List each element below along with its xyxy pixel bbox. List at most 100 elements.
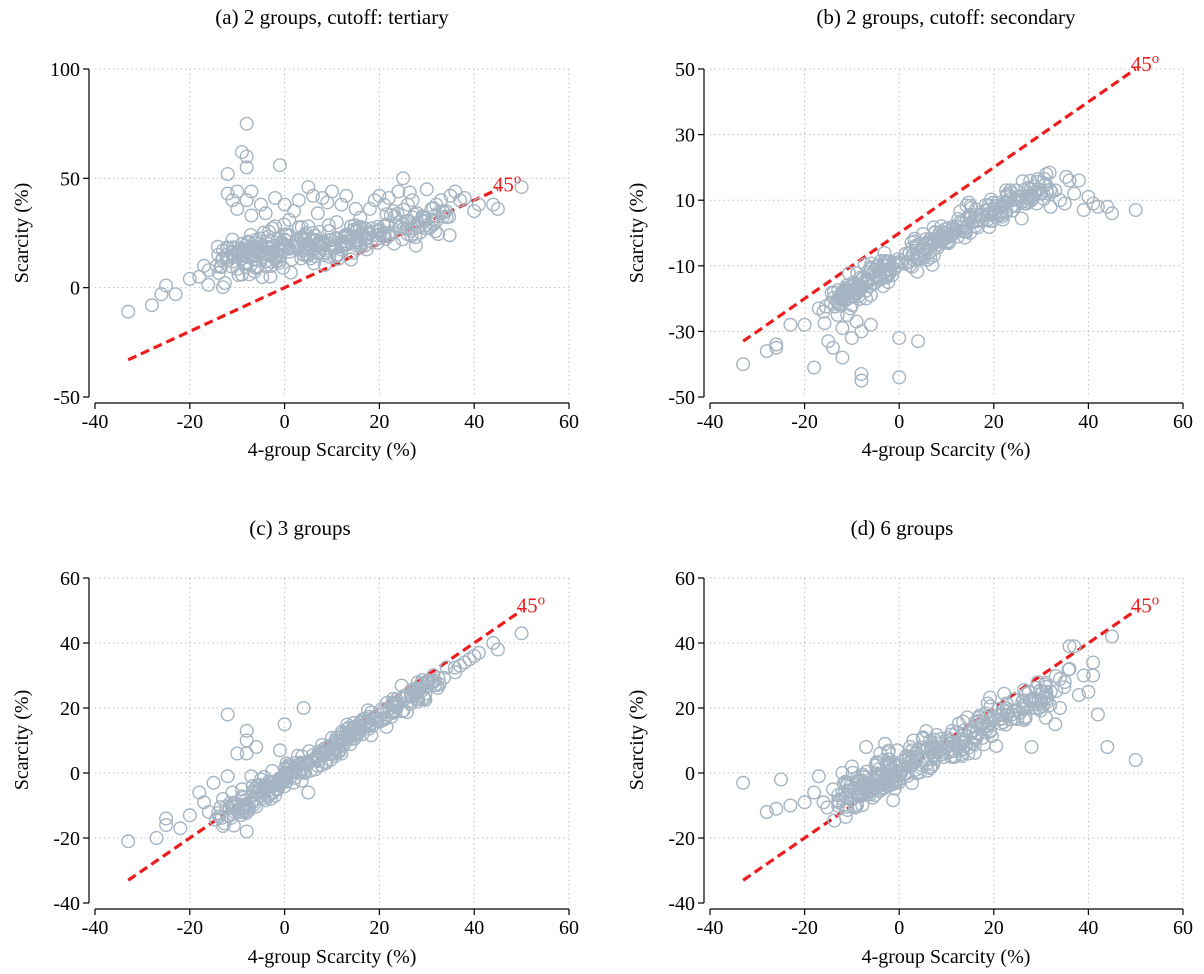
data-point <box>239 824 254 839</box>
data-point <box>966 723 981 738</box>
data-point <box>457 190 472 205</box>
data-point <box>334 242 349 257</box>
x-tick-label: 0 <box>280 917 290 939</box>
data-point <box>1033 703 1048 718</box>
data-point <box>211 266 226 281</box>
data-point <box>854 324 869 339</box>
data-point <box>1030 675 1045 690</box>
data-point <box>267 250 282 265</box>
data-point <box>220 769 235 784</box>
x-axis-title: 4-group Scarcity (%) <box>862 439 1031 461</box>
panel-d: (d) 6 groups 45o -40 -20 0 20 40 60 -40 -20 0 20 4… <box>626 516 1193 968</box>
y-tick-label: 0 <box>70 763 80 785</box>
data-point <box>1086 668 1101 683</box>
scatter-points <box>121 626 529 849</box>
reference-line-label-value: 45 <box>517 594 538 618</box>
data-point <box>880 254 895 269</box>
data-point <box>1104 206 1119 221</box>
x-tick-label: 60 <box>1173 917 1193 939</box>
data-point <box>225 232 240 247</box>
data-point <box>220 707 235 722</box>
y-tick-label: 0 <box>685 763 695 785</box>
data-point <box>851 289 866 304</box>
data-point <box>964 201 979 216</box>
x-tick-label: -40 <box>697 917 724 939</box>
data-point <box>1071 688 1086 703</box>
x-tick-label: -20 <box>176 411 203 433</box>
data-point <box>362 201 377 216</box>
data-point <box>1062 639 1077 654</box>
data-point <box>854 367 869 382</box>
data-point <box>1128 753 1143 768</box>
data-point <box>1014 211 1029 226</box>
data-point <box>239 256 254 271</box>
x-tick-label: 20 <box>984 917 1004 939</box>
data-point <box>993 716 1008 731</box>
data-point <box>230 184 245 199</box>
data-point <box>514 180 529 195</box>
x-tick-label: 60 <box>559 917 579 939</box>
x-tick-label: -40 <box>82 411 109 433</box>
data-point <box>907 252 922 267</box>
data-point <box>1076 202 1091 217</box>
data-point <box>257 769 272 784</box>
data-point <box>224 259 239 274</box>
y-tick-label: 10 <box>675 190 695 212</box>
data-point <box>831 290 846 305</box>
data-point <box>239 733 254 748</box>
data-point <box>985 195 1000 210</box>
x-tick-label: 40 <box>1078 411 1098 433</box>
data-point <box>833 298 848 313</box>
data-point <box>144 298 159 313</box>
data-point <box>859 740 874 755</box>
data-point <box>471 645 486 660</box>
axes: -40 -20 0 20 40 60 -50 -30 -10 10 30 50 <box>668 59 1193 433</box>
data-point <box>253 197 268 212</box>
data-point <box>323 753 338 768</box>
data-point <box>427 673 442 688</box>
data-point <box>863 317 878 332</box>
data-point <box>331 251 346 266</box>
data-point <box>817 316 832 331</box>
data-point <box>1039 684 1054 699</box>
data-point <box>331 734 346 749</box>
data-point <box>783 798 798 813</box>
x-tick-label: 40 <box>464 917 484 939</box>
data-point <box>907 231 922 246</box>
data-point <box>418 692 433 707</box>
y-axis-title: Scarcity (%) <box>11 690 33 791</box>
data-point <box>272 158 287 173</box>
data-point <box>359 714 374 729</box>
data-point <box>375 704 390 719</box>
data-point <box>881 743 896 758</box>
data-point <box>213 800 228 815</box>
data-point <box>239 723 254 738</box>
data-point <box>251 244 266 259</box>
data-point <box>875 781 890 796</box>
y-tick-label: -10 <box>668 256 695 278</box>
x-axis-title: 4-group Scarcity (%) <box>862 946 1031 968</box>
data-point <box>983 699 998 714</box>
data-point <box>889 258 904 273</box>
data-point <box>214 252 229 267</box>
panel-b: (b) 2 groups, cutoff: secondary 45o -40-… <box>626 5 1193 461</box>
reference-line-label: 45o <box>1131 593 1160 618</box>
y-axis-title: Scarcity (%) <box>11 183 33 284</box>
data-point <box>909 766 924 781</box>
data-point <box>222 808 237 823</box>
data-point <box>849 314 864 329</box>
data-point <box>926 248 941 263</box>
data-point <box>261 229 276 244</box>
data-point <box>899 748 914 763</box>
x-tick-label: 60 <box>559 411 579 433</box>
data-point <box>769 801 784 816</box>
scatter-points <box>736 165 1143 388</box>
reference-line-label-value: 45 <box>493 172 514 196</box>
y-tick-label: 60 <box>675 568 695 590</box>
data-point <box>442 228 457 243</box>
panel-a: (a) 2 groups, cutoff: tertiary 45o -40 -2… <box>11 5 579 461</box>
data-point <box>159 818 174 833</box>
data-point <box>923 741 938 756</box>
reference-line-label-degree: o <box>538 593 546 609</box>
data-point <box>233 241 248 256</box>
